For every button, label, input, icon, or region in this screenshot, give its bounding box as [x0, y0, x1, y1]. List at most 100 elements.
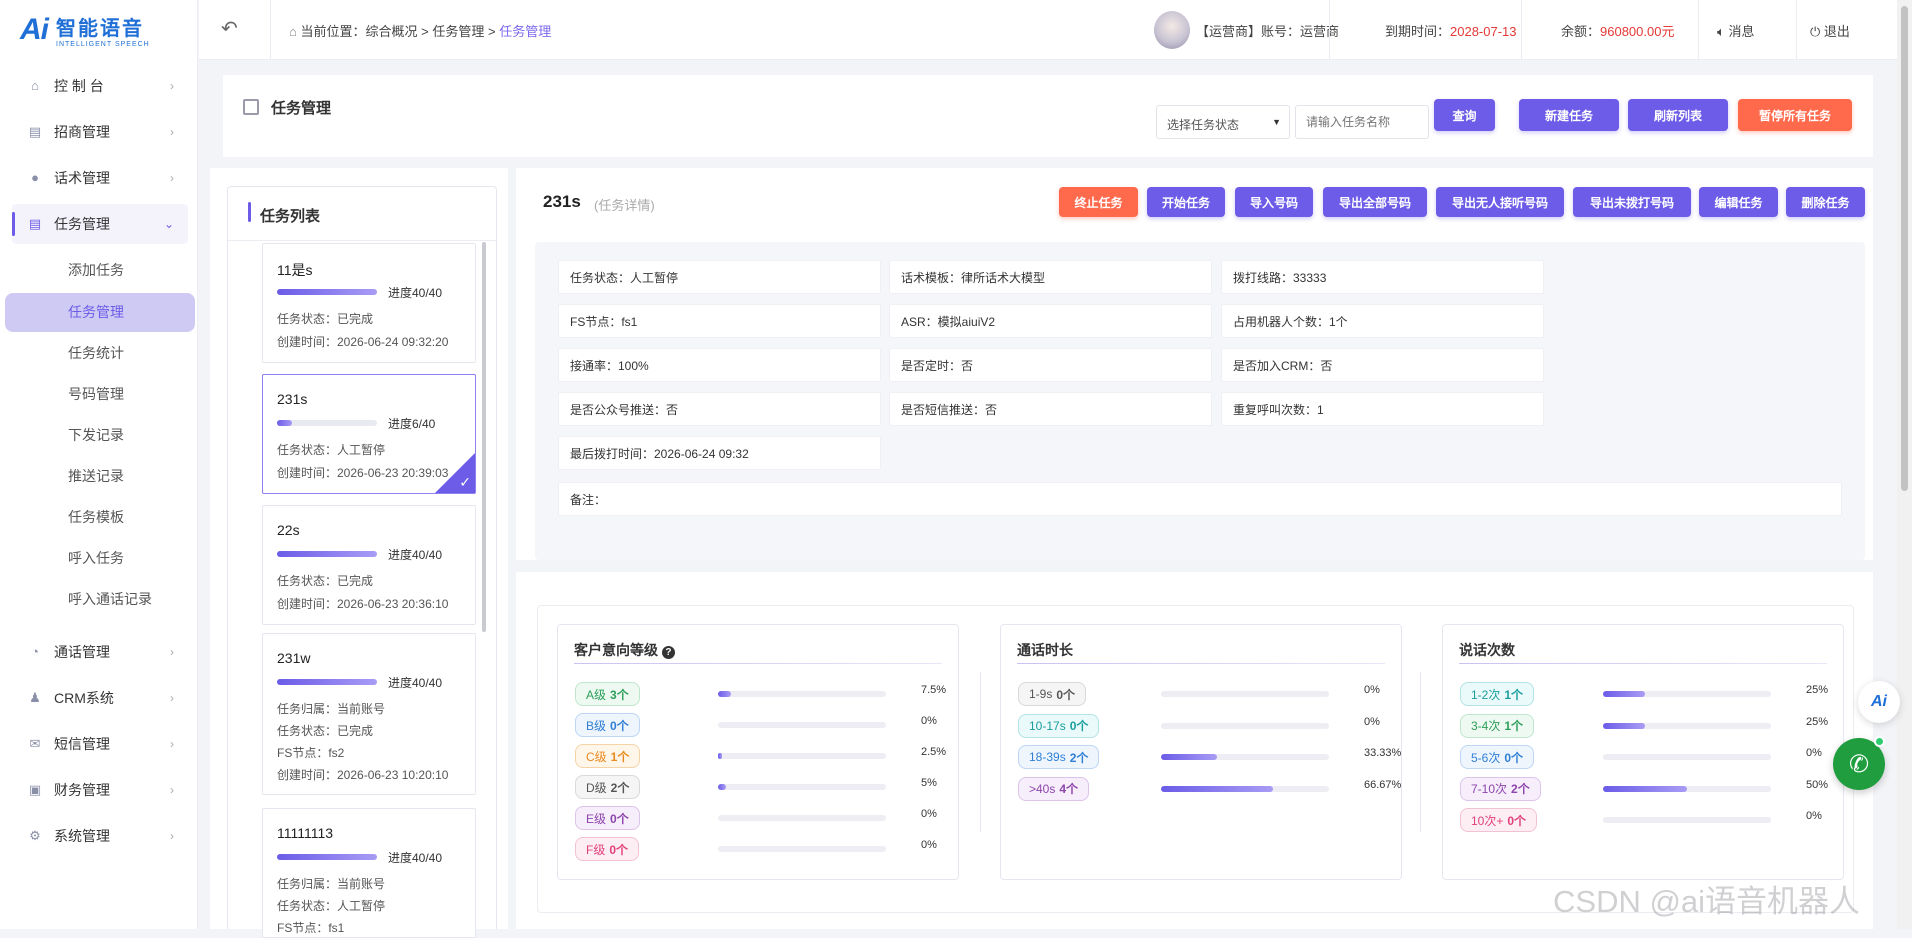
status-select[interactable]: 选择任务状态 ▼: [1156, 105, 1290, 139]
query-button[interactable]: 查询: [1434, 99, 1495, 131]
sub-item-task-stats[interactable]: 任务统计: [68, 345, 124, 361]
import-numbers-button[interactable]: 导入号码: [1235, 187, 1313, 217]
sub-item-add-task[interactable]: 添加任务: [68, 262, 124, 278]
field-robot-count: 占用机器人个数：1个: [1221, 304, 1544, 338]
stat-bar-fill: [718, 784, 727, 790]
delete-task-button[interactable]: 删除任务: [1786, 187, 1865, 217]
stat-chip-label: A级: [586, 687, 607, 702]
sidebar-item-label: 控 制 台: [54, 78, 104, 94]
stat-percent: 0%: [1364, 684, 1380, 696]
sidebar-item-label: 短信管理: [54, 736, 110, 752]
stat-percent: 33.33%: [1364, 747, 1402, 759]
task-progress-bar: [277, 420, 377, 426]
logo-cn: 智能语音: [56, 18, 144, 40]
stat-chip: 3-4次 1个: [1460, 713, 1535, 738]
ai-assistant-icon[interactable]: Ai: [1858, 681, 1900, 723]
sub-item-template[interactable]: 任务模板: [68, 509, 124, 525]
sidebar-item-sms[interactable]: ✉ 短信管理 ›: [12, 724, 188, 764]
export-all-button[interactable]: 导出全部号码: [1323, 187, 1427, 217]
stat-chip-count: 4个: [1059, 782, 1079, 796]
task-card[interactable]: 231w 进度40/40 任务归属：当前账号 任务状态：已完成 FS节点：fs2…: [262, 633, 476, 795]
chevron-right-icon: ›: [170, 829, 174, 843]
sidebar-item-task[interactable]: ▤ 任务管理 ⌄: [12, 204, 188, 244]
sub-item-inbound-record[interactable]: 呼入通话记录: [68, 591, 152, 607]
user-icon: ♟: [29, 690, 41, 705]
stat-chip-count: 0个: [1504, 750, 1524, 765]
sidebar-item-merchant[interactable]: ▤ 招商管理 ›: [12, 112, 188, 152]
sidebar-item-label: CRM系统: [54, 690, 114, 706]
sidebar-item-label: 任务管理: [54, 216, 110, 232]
task-card[interactable]: 11是s 进度40/40 任务状态：已完成 创建时间：2026-06-24 09…: [262, 243, 476, 363]
sidebar-item-finance[interactable]: ▣ 财务管理 ›: [12, 770, 188, 810]
stat-bar: [718, 846, 886, 852]
breadcrumb-item[interactable]: 任务管理: [432, 24, 485, 39]
breadcrumb-item[interactable]: 综合概况: [365, 24, 418, 39]
sidebar-item-dashboard[interactable]: ⌂ 控 制 台 ›: [12, 66, 188, 106]
task-progress-label: 进度40/40: [388, 286, 443, 300]
new-task-button[interactable]: 新建任务: [1519, 99, 1619, 131]
stat-chip: A级 3个: [575, 682, 640, 706]
sidebar-item-crm[interactable]: ♟ CRM系统 ›: [12, 678, 188, 718]
sub-item-push[interactable]: 推送记录: [68, 468, 124, 484]
balance-label: 余额：: [1561, 24, 1601, 39]
sub-item-inbound[interactable]: 呼入任务: [68, 550, 124, 566]
phone-icon: ◔: [31, 644, 39, 659]
stat-bar-fill: [1603, 722, 1645, 729]
sub-item-task-manage[interactable]: 任务管理: [68, 304, 124, 320]
export-undialed-button[interactable]: 导出未拨打号码: [1573, 187, 1691, 217]
help-icon[interactable]: ?: [661, 646, 675, 659]
phone-call-icon[interactable]: ✆: [1833, 738, 1885, 790]
stat-chip: F级 0个: [575, 837, 640, 861]
sidebar-item-label: 通话管理: [54, 644, 110, 660]
task-name: 231s: [277, 391, 308, 407]
stat-chip-count: 2个: [610, 780, 630, 795]
stat-chip-label: 10-17s: [1029, 718, 1066, 733]
gear-icon: ⚙: [29, 828, 41, 843]
chevron-right-icon: ›: [170, 737, 174, 751]
start-task-button[interactable]: 开始任务: [1147, 187, 1225, 217]
task-info-line: 创建时间：2026-06-24 09:32:20: [277, 335, 449, 349]
sidebar-item-call[interactable]: ◔ 通话管理 ›: [12, 632, 188, 672]
task-list-scrollbar[interactable]: [482, 242, 486, 632]
stat-chip-label: >40s: [1029, 781, 1056, 796]
task-card[interactable]: 11111113 进度40/40 任务归属：当前账号 任务状态：人工暂停 FS节…: [262, 808, 476, 938]
field-sms-push: 是否短信推送：否: [889, 392, 1212, 426]
refresh-list-button[interactable]: 刷新列表: [1628, 99, 1728, 131]
sidebar-item-system[interactable]: ⚙ 系统管理 ›: [12, 816, 188, 856]
stat-chip: E级 0个: [575, 806, 640, 830]
avatar[interactable]: [1154, 11, 1190, 49]
sub-item-number[interactable]: 号码管理: [68, 386, 124, 402]
task-info-line: 任务状态：人工暂停: [277, 899, 386, 913]
sidebar-item-label: 财务管理: [54, 782, 110, 798]
pause-all-button[interactable]: 暂停所有任务: [1738, 99, 1852, 131]
task-info-line: 任务状态：人工暂停: [277, 443, 386, 457]
stat-chip: 1-2次 1个: [1460, 682, 1535, 706]
task-name-input[interactable]: [1295, 105, 1429, 139]
edit-task-button[interactable]: 编辑任务: [1699, 187, 1778, 217]
chevron-right-icon: ›: [170, 171, 174, 185]
task-card[interactable]: 22s 进度40/40 任务状态：已完成 创建时间：2026-06-23 20:…: [262, 505, 476, 625]
page-scrollbar[interactable]: [1897, 0, 1912, 929]
message-button[interactable]: 🔈︎ 消息: [1717, 21, 1754, 40]
back-icon[interactable]: ↶: [221, 18, 238, 40]
sidebar-item-script[interactable]: ● 话术管理 ›: [12, 158, 188, 198]
task-card-selected[interactable]: 231s 进度6/40 任务状态：人工暂停 创建时间：2026-06-23 20…: [262, 374, 476, 494]
breadcrumb-current: 任务管理: [499, 24, 552, 39]
sub-item-dispatch[interactable]: 下发记录: [68, 427, 124, 443]
stat-chip-count: 0个: [1056, 687, 1076, 702]
task-progress-bar: [277, 854, 377, 860]
scrollbar-thumb[interactable]: [1901, 6, 1908, 491]
stat-chip: 5-6次 0个: [1460, 745, 1535, 769]
stat-bar-fill: [1603, 785, 1687, 792]
stat-chip-label: C级: [586, 749, 607, 764]
stat-chip-count: 2个: [1069, 750, 1089, 765]
stat-bar-fill: [1161, 754, 1217, 760]
stat-chip-count: 0个: [609, 842, 629, 857]
logout-button[interactable]: ⏻ 退出: [1810, 21, 1850, 40]
export-unanswered-button[interactable]: 导出无人接听号码: [1436, 187, 1564, 217]
stat-bar: [1161, 785, 1329, 792]
task-info-line: 任务归属：当前账号: [277, 877, 386, 891]
stop-task-button[interactable]: 终止任务: [1059, 187, 1138, 217]
stat-chip-count: 1个: [1504, 719, 1524, 733]
task-name: 231w: [277, 650, 311, 666]
